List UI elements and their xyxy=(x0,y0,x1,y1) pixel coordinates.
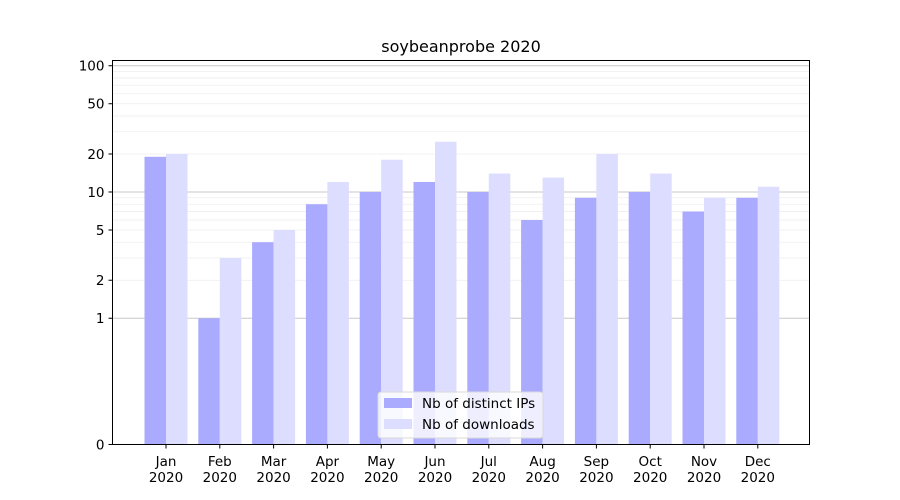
bar-downloads xyxy=(488,173,511,445)
x-tick-label-month: Aug xyxy=(529,454,555,470)
bar-distinct-ips xyxy=(359,191,382,445)
x-tick-label-month: Feb xyxy=(208,454,232,470)
bar-downloads xyxy=(704,197,726,445)
bar-downloads xyxy=(542,177,565,445)
bar-distinct-ips xyxy=(736,197,758,445)
x-axis: Jan2020Feb2020Mar2020Apr2020May2020Jun20… xyxy=(149,444,775,486)
x-tick-label-month: Apr xyxy=(316,454,340,470)
x-tick-label-year: 2020 xyxy=(472,470,506,486)
y-tick-label: 10 xyxy=(87,185,104,201)
legend-label-distinct-ips: Nb of distinct IPs xyxy=(422,396,535,412)
bar-distinct-ips xyxy=(628,191,651,445)
bar-downloads xyxy=(327,181,349,445)
bar-downloads xyxy=(757,186,780,445)
x-tick-label-year: 2020 xyxy=(418,470,452,486)
bar-distinct-ips xyxy=(574,197,597,445)
x-tick-label-year: 2020 xyxy=(310,470,344,486)
y-tick-label: 0 xyxy=(96,438,105,454)
x-tick-label-year: 2020 xyxy=(256,470,290,486)
bar-distinct-ips xyxy=(252,242,274,445)
x-tick-label-month: Sep xyxy=(584,454,609,470)
bar-downloads xyxy=(219,258,242,445)
bar-downloads xyxy=(435,141,457,445)
x-tick-label-month: May xyxy=(367,454,395,470)
y-tick-label: 20 xyxy=(87,147,104,163)
x-tick-label-month: Mar xyxy=(261,454,287,470)
bar-distinct-ips xyxy=(413,181,435,445)
x-tick-label-month: Jun xyxy=(423,454,445,470)
bar-distinct-ips xyxy=(521,219,543,445)
bar-distinct-ips xyxy=(305,204,328,445)
x-tick-label-year: 2020 xyxy=(633,470,667,486)
bar-distinct-ips xyxy=(467,191,489,445)
legend-box xyxy=(377,391,544,439)
y-tick-label: 100 xyxy=(79,59,105,75)
legend-label-downloads: Nb of downloads xyxy=(422,417,535,433)
x-tick-label-year: 2020 xyxy=(579,470,613,486)
y-tick-label: 2 xyxy=(96,273,105,289)
x-tick-label-year: 2020 xyxy=(149,470,183,486)
bar-downloads xyxy=(596,153,618,445)
x-tick-label-month: Jul xyxy=(480,454,497,470)
legend: Nb of distinct IPs Nb of downloads xyxy=(377,391,544,439)
chart-title: soybeanprobe 2020 xyxy=(381,37,541,56)
bar-downloads xyxy=(166,153,188,445)
y-tick-label: 1 xyxy=(96,311,105,327)
x-tick-label-month: Jan xyxy=(155,454,177,470)
x-tick-label-year: 2020 xyxy=(525,470,559,486)
x-tick-label-month: Dec xyxy=(745,454,771,470)
x-tick-label-year: 2020 xyxy=(364,470,398,486)
bar-distinct-ips xyxy=(682,211,704,445)
bar-downloads xyxy=(381,159,403,445)
y-axis: 0 1 2 5 10 20 50 100 xyxy=(79,59,113,454)
plot-frame xyxy=(112,60,810,445)
bar-downloads xyxy=(650,173,672,445)
y-tick-label: 5 xyxy=(96,223,105,239)
bar-distinct-ips xyxy=(144,156,166,445)
x-tick-label-year: 2020 xyxy=(741,470,775,486)
bars-layer xyxy=(144,141,780,445)
x-tick-label-year: 2020 xyxy=(203,470,237,486)
x-tick-label-month: Oct xyxy=(639,454,662,470)
x-tick-label-year: 2020 xyxy=(687,470,721,486)
bar-distinct-ips xyxy=(198,318,220,445)
y-tick-label: 50 xyxy=(87,97,104,113)
x-tick-label-month: Nov xyxy=(691,454,717,470)
legend-swatch-downloads xyxy=(384,419,412,429)
bar-downloads xyxy=(273,229,296,445)
legend-swatch-distinct-ips xyxy=(384,398,412,408)
